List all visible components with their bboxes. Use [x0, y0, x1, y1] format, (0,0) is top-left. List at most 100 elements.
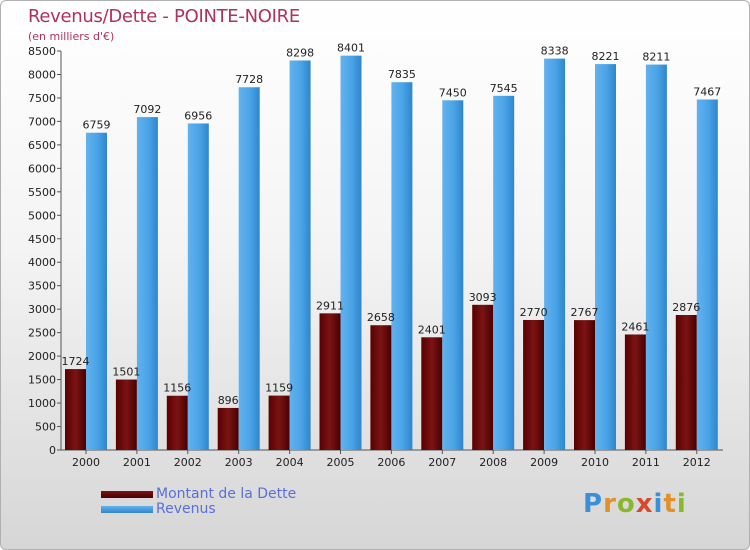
x-tick-label: 2012 — [683, 456, 711, 469]
chart-title: Revenus/Dette - POINTE-NOIRE — [28, 6, 300, 27]
bar-dette — [574, 320, 595, 450]
data-labels: 1724 6759 1501 7092 1156 6956 896 7728 1159 8298 2… — [62, 42, 722, 407]
chart-subtitle: (en milliers d'€) — [28, 30, 115, 43]
data-label-dette: 1501 — [112, 366, 140, 379]
data-label-dette: 2876 — [672, 301, 700, 314]
logo-letter: i — [676, 489, 687, 519]
bar-revenus — [696, 99, 718, 450]
x-tick-label: 2006 — [377, 456, 405, 469]
bar-revenus — [340, 55, 362, 450]
data-label-revenus: 7092 — [133, 103, 161, 116]
bar-dette — [675, 314, 697, 450]
y-tick-label: 7000 — [28, 115, 56, 128]
bar-dette — [523, 319, 545, 450]
logo-letter: t — [663, 489, 677, 519]
data-label-revenus: 7545 — [490, 82, 518, 95]
bar-revenus — [238, 87, 260, 450]
data-label-dette: 2401 — [418, 323, 446, 336]
x-tick-label: 2001 — [123, 456, 151, 469]
x-tick-label: 2004 — [276, 456, 304, 469]
bar-dette — [319, 313, 341, 450]
y-tick-label: 4000 — [28, 256, 56, 269]
data-label-dette: 2767 — [571, 306, 599, 319]
x-tick-label: 2005 — [327, 456, 355, 469]
bar-dette — [370, 325, 392, 450]
y-tick-label: 6000 — [28, 162, 56, 175]
y-tick-label: 5000 — [28, 209, 56, 222]
bar-dette — [624, 334, 646, 450]
data-label-dette: 896 — [218, 394, 239, 407]
bar-revenus — [544, 58, 566, 451]
data-label-dette: 2770 — [520, 306, 548, 319]
x-tick-label: 2003 — [225, 456, 253, 469]
data-label-revenus: 8401 — [337, 42, 365, 55]
x-tick-label: 2000 — [72, 456, 100, 469]
bar-revenus — [86, 132, 107, 450]
logo-letter: i — [653, 489, 664, 519]
data-label-revenus: 7728 — [235, 73, 263, 86]
y-tick-label: 8500 — [28, 45, 56, 58]
x-tick-label: 2010 — [581, 456, 609, 469]
logo-letter: o — [616, 489, 636, 519]
bar-dette — [421, 337, 443, 450]
data-label-revenus: 8211 — [642, 51, 670, 64]
x-tick-label: 2008 — [479, 456, 507, 469]
data-label-revenus: 6956 — [184, 109, 212, 122]
bar-revenus — [442, 100, 464, 450]
x-tick-label: 2002 — [174, 456, 202, 469]
y-tick-label: 7500 — [28, 92, 56, 105]
y-tick-label: 0 — [49, 444, 56, 457]
logo-letter: x — [635, 489, 654, 519]
bar-dette — [472, 304, 494, 450]
data-label-dette: 3093 — [469, 291, 497, 304]
logo-letter: P — [583, 489, 604, 519]
bar-dette — [115, 379, 137, 450]
bar-dette — [166, 395, 188, 450]
data-label-revenus: 8298 — [286, 46, 314, 59]
legend-swatch-revenus — [101, 506, 153, 513]
data-label-revenus: 8221 — [592, 50, 620, 63]
data-label-dette: 1156 — [163, 382, 191, 395]
legend-swatch-dette — [101, 491, 153, 498]
bar-revenus — [136, 117, 158, 451]
data-label-revenus: 6759 — [83, 119, 111, 132]
y-tick-label: 500 — [35, 421, 56, 434]
data-label-revenus: 7835 — [388, 68, 416, 81]
y-tick-label: 2000 — [28, 350, 56, 363]
bars — [65, 55, 718, 451]
logo-letter: r — [603, 489, 617, 519]
y-tick-label: 1000 — [28, 397, 56, 410]
x-tick-label: 2007 — [428, 456, 456, 469]
legend-label-revenus: Revenus — [156, 501, 216, 517]
data-label-dette: 1159 — [265, 382, 293, 395]
bar-revenus — [391, 82, 413, 450]
data-label-revenus: 7450 — [439, 86, 467, 99]
y-tick-label: 4500 — [28, 233, 56, 246]
y-tick-label: 3000 — [28, 303, 56, 316]
legend-label-dette: Montant de la Dette — [156, 486, 297, 502]
data-label-dette: 2658 — [367, 311, 395, 324]
bar-revenus — [493, 95, 515, 450]
bar-dette — [268, 395, 290, 450]
bar-revenus — [595, 64, 616, 450]
y-tick-label: 6500 — [28, 139, 56, 152]
data-label-dette: 2911 — [316, 299, 344, 312]
data-label-dette: 1724 — [62, 355, 90, 368]
data-label-revenus: 7467 — [693, 85, 721, 98]
bar-revenus — [187, 123, 209, 450]
y-tick-label: 2500 — [28, 327, 56, 340]
bar-revenus — [645, 64, 667, 451]
bar-dette — [217, 407, 239, 450]
proxiti-logo: Proxiti — [583, 489, 687, 519]
y-tick-label: 8000 — [28, 68, 56, 81]
bar-dette — [65, 369, 86, 450]
x-tick-label: 2009 — [530, 456, 558, 469]
data-label-revenus: 8338 — [541, 45, 569, 58]
data-label-dette: 2461 — [621, 320, 649, 333]
y-tick-label: 1500 — [28, 374, 56, 387]
y-tick-label: 5500 — [28, 186, 56, 199]
y-tick-label: 3500 — [28, 280, 56, 293]
bar-revenus — [289, 60, 311, 450]
